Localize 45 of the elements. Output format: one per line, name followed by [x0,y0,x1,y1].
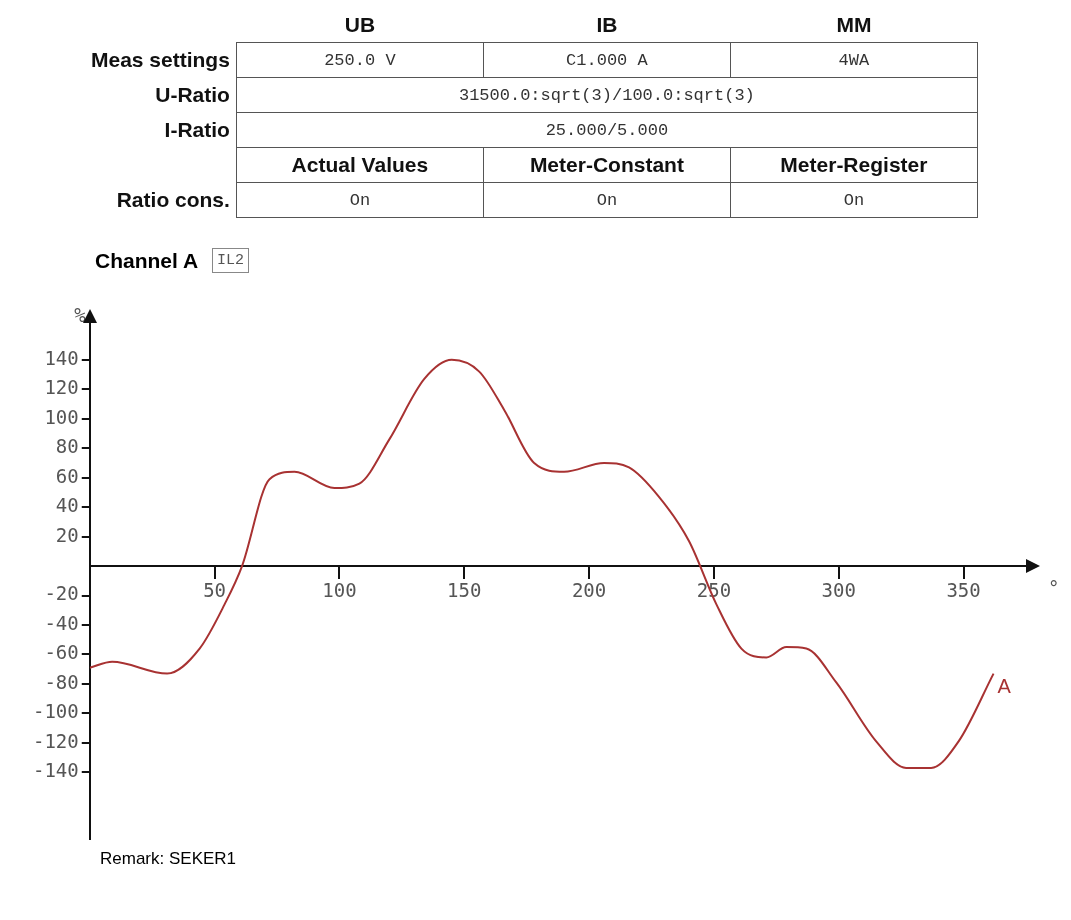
y-tick-label: -140 [32,759,79,782]
category-label: U-Ratio [155,83,230,106]
text: 31500.0:sqrt(3)/100.0:sqrt(3) [458,85,755,105]
y-tick-label: 40 [55,494,79,517]
text: 4WA [838,50,870,70]
y-tick-label: -20 [44,582,79,605]
text: On [349,190,371,210]
text: 25.000/5.000 [545,120,669,140]
x-tick-label: 150 [447,579,482,602]
y-axis-title: % [74,303,87,326]
text: On [596,190,618,210]
y-tick-label: -100 [32,700,79,723]
category-label: I-Ratio [164,118,230,141]
category-label: Meas settings [91,48,230,71]
category-label: Ratio cons. [116,188,230,211]
category-label: UB [343,12,377,38]
text: On [843,190,865,210]
y-tick-label: -40 [44,611,79,634]
series-label: A [997,675,1012,698]
y-tick-label: -60 [44,641,79,664]
x-tick-label: 100 [322,579,357,602]
y-tick-label: -120 [32,729,79,752]
category-label: IB [595,12,619,38]
text: Actual Values [291,153,429,176]
y-tick-label: 100 [44,405,79,428]
x-tick-label: 300 [821,579,856,602]
text: Meter-Constant [529,153,684,176]
text: C1.000 A [566,50,648,70]
y-tick-label: 80 [55,435,79,458]
text: Remark: SEKER1 [100,849,238,869]
y-tick-label: 20 [55,523,79,546]
line-series [89,358,995,769]
y-tick-label: 120 [44,376,79,399]
x-tick-label: 350 [946,579,981,602]
y-tick-label: 60 [55,464,79,487]
x-tick-label: 200 [571,579,607,602]
x-axis-title: ° [1048,577,1060,600]
x-tick-label: 50 [203,579,227,602]
text: Meter-Register [780,153,928,176]
text: 250.0 V [324,50,396,70]
text: IL2 [212,248,250,273]
y-tick-label: -80 [44,670,79,693]
y-tick-label: 140 [44,346,79,369]
category-label: MM [835,12,873,38]
chart-title: Channel A [95,248,199,273]
